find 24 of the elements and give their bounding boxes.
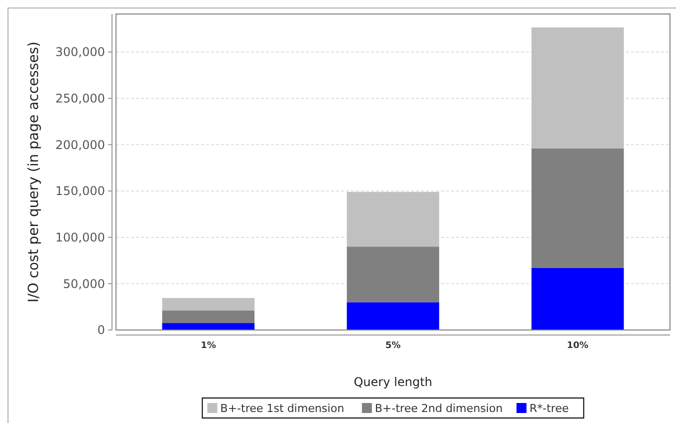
legend-label: B+-tree 1st dimension [220,402,344,415]
y-tick-label: 200,000 [55,138,105,152]
x-tick-label: 5% [385,341,401,351]
bar [162,310,254,324]
bar [346,192,440,247]
bar [532,27,624,148]
bar [162,323,254,330]
y-tick-label: 300,000 [55,45,105,60]
y-tick-label: 0 [97,323,105,338]
x-tick-label: 10% [566,341,588,351]
y-tick-label: 250,000 [55,92,105,106]
bar [532,148,624,268]
x-axis-title: Query length [354,375,432,389]
bar [346,246,440,302]
y-tick-label: 100,000 [55,230,105,245]
y-tick-label: 150,000 [55,184,105,198]
bar [532,268,624,330]
legend-label: R*-tree [530,402,569,415]
y-tick-label: 50,000 [63,276,105,291]
legend-label: B+-tree 2nd dimension [374,402,503,415]
bar [346,302,440,330]
x-tick-label: 1% [200,341,216,351]
y-axis-title: I/O cost per query (in page accesses) [26,41,42,303]
bar [162,298,254,311]
